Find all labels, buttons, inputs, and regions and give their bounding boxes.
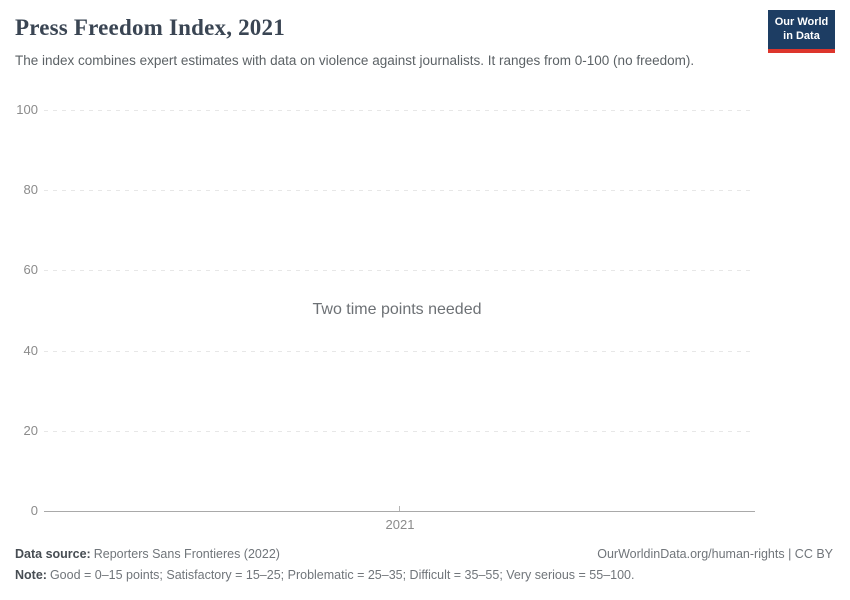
y-axis-tick-label: 60: [23, 262, 38, 278]
y-axis-tick-label: 100: [16, 102, 38, 117]
y-axis-tick-label: 40: [23, 342, 38, 358]
gridline: [44, 430, 750, 432]
owid-logo-line2: in Data: [783, 29, 820, 42]
note-text: Good = 0–15 points; Satisfactory = 15–25…: [49, 568, 635, 582]
chart-title: Press Freedom Index, 2021: [15, 15, 285, 40]
owid-logo-line1: Our World: [774, 16, 829, 29]
gridline: [44, 350, 750, 352]
note-line: Note: Good = 0–15 points; Satisfactory = …: [15, 568, 833, 582]
attribution-link[interactable]: OurWorldinData.org/human-rights | CC BY: [597, 547, 833, 561]
x-axis-line: [44, 511, 755, 512]
data-source-line: Data source: Reporters Sans Frontieres (2…: [15, 547, 280, 561]
chart-subtitle: The index combines expert estimates with…: [15, 53, 695, 68]
gridline: [44, 190, 750, 192]
data-source-label: Data source:: [15, 547, 91, 561]
y-axis-tick-label: 20: [23, 422, 38, 438]
owid-logo[interactable]: Our World in Data: [768, 10, 835, 53]
y-axis-tick-label: 0: [30, 503, 38, 518]
y-axis-tick-label: 80: [23, 182, 38, 198]
x-axis-label: 2021: [385, 517, 415, 532]
empty-chart-message: Two time points needed: [312, 301, 482, 318]
note-label: Note:: [15, 568, 47, 582]
gridline: [44, 270, 750, 272]
x-axis-tick: [399, 506, 400, 511]
gridline: [44, 110, 750, 111]
footer: Data source: Reporters Sans Frontieres (2…: [15, 547, 833, 561]
data-source-link[interactable]: Reporters Sans Frontieres (2022): [93, 547, 280, 561]
